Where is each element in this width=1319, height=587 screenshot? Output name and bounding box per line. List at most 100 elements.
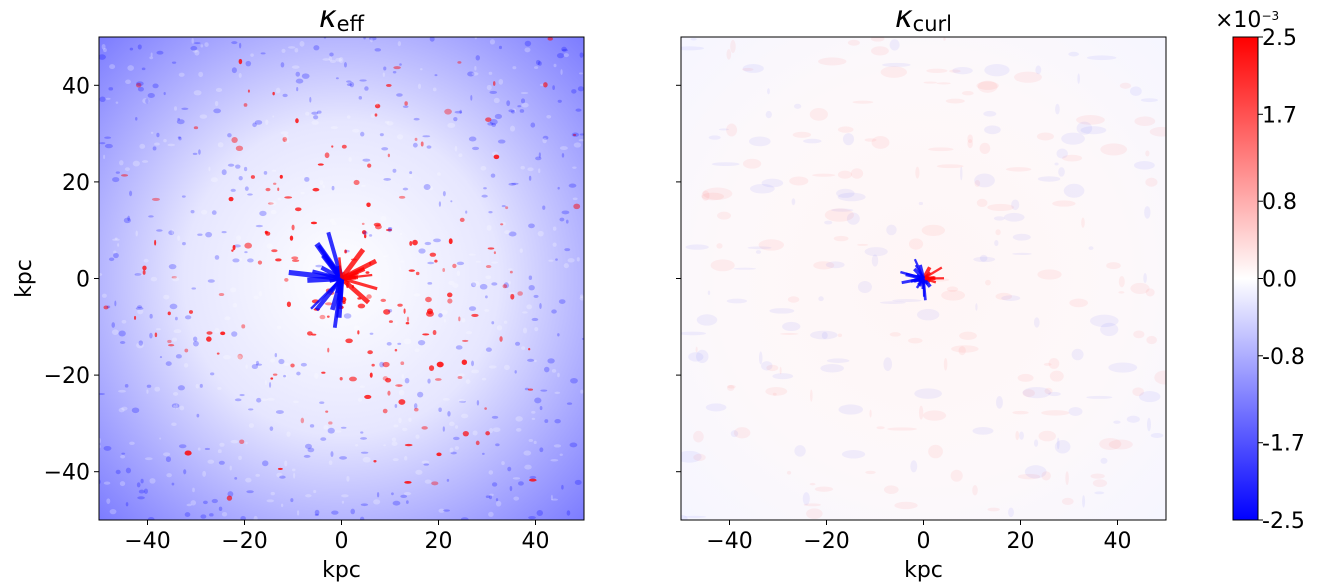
texture bbox=[196, 414, 199, 418]
texture bbox=[150, 314, 153, 319]
texture bbox=[937, 164, 964, 168]
texture bbox=[941, 290, 965, 301]
texture bbox=[1069, 407, 1083, 416]
texture bbox=[1093, 479, 1107, 487]
texture bbox=[769, 308, 794, 314]
texture bbox=[281, 131, 289, 134]
y-tick-label: −20 bbox=[44, 364, 90, 389]
texture bbox=[838, 171, 852, 179]
texture bbox=[360, 431, 363, 433]
texture bbox=[1099, 438, 1121, 450]
texture bbox=[246, 61, 252, 67]
texture bbox=[418, 340, 425, 345]
texture bbox=[315, 510, 320, 516]
texture bbox=[211, 177, 218, 182]
texture bbox=[367, 350, 373, 354]
texture bbox=[296, 372, 300, 376]
texture bbox=[160, 356, 162, 358]
texture bbox=[836, 189, 855, 198]
texture bbox=[534, 398, 541, 404]
texture bbox=[321, 372, 325, 374]
texture bbox=[168, 312, 171, 316]
texture bbox=[404, 481, 411, 484]
texture bbox=[379, 362, 384, 368]
texture bbox=[508, 281, 511, 285]
texture bbox=[271, 492, 275, 495]
texture bbox=[275, 258, 282, 261]
texture bbox=[513, 497, 519, 501]
texture bbox=[985, 280, 991, 286]
texture bbox=[1108, 362, 1137, 372]
texture bbox=[977, 199, 988, 207]
texture bbox=[437, 172, 441, 176]
texture bbox=[331, 126, 338, 129]
texture bbox=[515, 342, 520, 346]
texture bbox=[117, 243, 119, 247]
texture bbox=[192, 488, 195, 493]
x-axis-label: kpc bbox=[904, 558, 943, 583]
texture bbox=[236, 235, 241, 241]
texture bbox=[506, 100, 510, 106]
texture bbox=[345, 338, 353, 343]
texture bbox=[370, 38, 373, 42]
texture bbox=[148, 215, 154, 217]
texture bbox=[717, 212, 731, 220]
texture bbox=[557, 333, 560, 336]
texture bbox=[383, 409, 388, 414]
texture bbox=[133, 161, 140, 167]
texture bbox=[472, 281, 479, 287]
texture bbox=[120, 455, 125, 459]
texture bbox=[818, 296, 823, 301]
texture bbox=[1130, 283, 1149, 294]
texture bbox=[375, 48, 382, 51]
texture bbox=[373, 499, 380, 504]
texture bbox=[987, 204, 1014, 211]
texture bbox=[443, 191, 446, 196]
texture bbox=[313, 45, 319, 50]
texture bbox=[554, 444, 561, 447]
texture bbox=[1150, 127, 1174, 137]
texture bbox=[395, 404, 398, 408]
texture bbox=[472, 72, 479, 75]
texture bbox=[348, 157, 351, 162]
texture bbox=[461, 414, 468, 419]
texture bbox=[126, 468, 131, 474]
texture bbox=[510, 126, 515, 132]
texture bbox=[142, 98, 149, 104]
texture bbox=[156, 328, 161, 330]
x-tick-label: −40 bbox=[706, 529, 752, 554]
texture bbox=[1082, 495, 1085, 507]
texture bbox=[144, 259, 149, 263]
texture bbox=[508, 183, 516, 186]
texture bbox=[219, 461, 225, 465]
texture bbox=[517, 105, 521, 107]
texture bbox=[116, 470, 121, 474]
colorbar-tick-label: 2.5 bbox=[1262, 26, 1297, 51]
texture bbox=[172, 483, 175, 486]
texture bbox=[1141, 98, 1158, 102]
texture bbox=[1118, 291, 1124, 294]
texture bbox=[539, 303, 542, 309]
texture bbox=[231, 189, 236, 192]
texture bbox=[176, 404, 178, 410]
texture bbox=[110, 509, 117, 514]
texture bbox=[105, 98, 111, 100]
texture bbox=[572, 167, 576, 169]
texture bbox=[371, 364, 374, 367]
texture bbox=[726, 49, 731, 60]
texture bbox=[129, 191, 132, 197]
texture bbox=[208, 167, 210, 172]
texture bbox=[350, 82, 354, 87]
texture bbox=[486, 265, 491, 268]
texture bbox=[206, 336, 212, 341]
texture bbox=[838, 404, 863, 414]
texture bbox=[810, 108, 828, 121]
title-subscript: eff bbox=[337, 12, 365, 36]
texture bbox=[152, 84, 158, 89]
texture bbox=[551, 495, 553, 501]
texture bbox=[679, 332, 706, 336]
texture bbox=[1133, 331, 1144, 339]
texture bbox=[194, 90, 202, 95]
texture bbox=[420, 68, 423, 70]
texture bbox=[219, 293, 224, 296]
